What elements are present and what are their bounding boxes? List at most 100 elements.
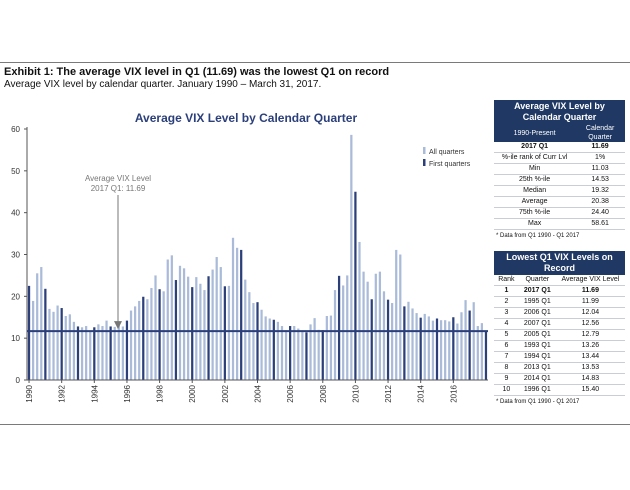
stats-row: %-ile rank of Curr Lvl 1% [494, 152, 625, 164]
x-tick-label: 2010 [351, 384, 360, 402]
rank-cell: 10 [494, 384, 519, 396]
first-quarter-bar [419, 317, 422, 380]
quarter-bar [231, 237, 235, 380]
quarter-header: Quarter [518, 275, 556, 286]
stats-row: Min 11.03 [494, 163, 625, 175]
first-quarter-bar [305, 332, 308, 380]
rank-cell: 1 [494, 285, 519, 297]
first-quarter-bar [207, 276, 210, 380]
quarter-cell: 1996 Q1 [518, 384, 556, 396]
quarter-bar [342, 285, 345, 380]
first-quarter-bar [191, 287, 194, 380]
stats-table-title: Average VIX Level by Calendar Quarter [494, 100, 625, 124]
x-tick-label: 2004 [254, 384, 263, 402]
rank-cell: 5 [494, 329, 519, 341]
first-quarter-bar [256, 302, 259, 380]
first-quarter-bar [142, 296, 145, 380]
stats-label: %-ile rank of Curr Lvl [494, 152, 576, 164]
quarter-bar [80, 327, 84, 380]
quarter-bar [138, 300, 141, 380]
quarter-bar [166, 259, 169, 380]
quarter-bar [284, 330, 288, 380]
quarter-bar [407, 301, 410, 380]
quarter-bar [444, 320, 447, 380]
quarter-bar [64, 316, 67, 380]
x-tick-label: 2016 [449, 384, 458, 402]
quarter-bar [56, 305, 59, 380]
quarter-bar [350, 134, 353, 380]
x-tick-label: 1994 [90, 384, 99, 402]
first-quarter-bar [174, 280, 178, 380]
quarter-bar [72, 321, 76, 380]
stats-value: 11.69 [575, 142, 625, 153]
y-tick-label: 0 [16, 376, 21, 385]
quarter-cell: 2005 Q1 [518, 329, 556, 341]
quarter-bar [415, 313, 418, 380]
quarter-bar [117, 325, 120, 380]
first-quarter-bar [354, 191, 357, 380]
first-quarter-bar [76, 326, 80, 380]
quarter-cell: 1995 Q1 [518, 296, 556, 308]
stats-row: 25th %-ile 14.53 [494, 174, 625, 186]
stats-label: Max [494, 218, 576, 230]
quarter-bar [146, 299, 149, 380]
lowest-row: 5 2005 Q1 12.79 [494, 329, 625, 341]
rank-cell: 6 [494, 340, 519, 352]
quarter-bar [325, 316, 328, 380]
quarter-bar [182, 268, 186, 380]
quarter-cell: 2007 Q1 [518, 318, 556, 330]
quarter-bar [215, 257, 218, 380]
quarter-bar [276, 321, 280, 380]
quarter-bar [195, 277, 198, 380]
legend-label-all: All quarters [429, 149, 465, 156]
first-quarter-bar [27, 285, 31, 381]
stats-label: Average [494, 196, 576, 208]
stats-col2-header: Calendar Quarter [575, 124, 625, 142]
quarter-bar [113, 326, 116, 380]
quarter-bar [203, 290, 206, 380]
quarter-bar [297, 328, 300, 380]
first-quarter-bar [403, 306, 406, 380]
stats-row: Max 58.61 [494, 218, 625, 230]
stats-label: 2017 Q1 [494, 142, 576, 153]
quarter-bar [427, 316, 430, 380]
first-quarter-bar [289, 326, 292, 380]
first-quarter-bar [240, 249, 243, 380]
x-tick-label: 1992 [58, 384, 67, 402]
exhibit-title: Exhibit 1: The average VIX level in Q1 (… [4, 66, 390, 78]
first-quarter-bar [272, 319, 275, 380]
quarter-bar [32, 300, 35, 380]
x-tick-label: 2000 [188, 384, 197, 402]
rank-cell: 2 [494, 296, 519, 308]
top-rule [0, 62, 630, 63]
quarter-bar [244, 279, 247, 380]
first-quarter-bar [484, 331, 488, 380]
quarter-bar [346, 275, 349, 380]
quarter-bar [382, 291, 386, 380]
level-cell: 12.79 [555, 329, 625, 341]
level-cell: 13.26 [555, 340, 625, 352]
quarter-bar [309, 324, 312, 380]
rank-cell: 4 [494, 318, 519, 330]
stats-label: Min [494, 163, 576, 175]
quarter-bar [358, 241, 361, 380]
quarter-bar [464, 300, 467, 380]
lowest-table-title: Lowest Q1 VIX Levels on Record [494, 251, 625, 275]
quarter-bar [68, 314, 71, 380]
quarter-bar [121, 326, 124, 380]
quarter-bar [36, 273, 39, 380]
y-tick-label: 50 [11, 167, 20, 176]
rank-header: Rank [494, 275, 519, 286]
quarter-bar [378, 271, 382, 380]
quarter-bar [391, 303, 394, 380]
quarter-bar [268, 318, 271, 380]
stats-label: 25th %-ile [494, 174, 576, 186]
lowest-row: 10 1996 Q1 15.40 [494, 384, 625, 396]
quarter-bar [170, 255, 173, 380]
quarter-bar [329, 315, 333, 380]
first-quarter-bar [223, 286, 226, 380]
quarter-bar [362, 271, 365, 380]
quarter-bar [293, 326, 296, 380]
quarter-bar [252, 303, 255, 380]
level-cell: 14.83 [555, 373, 625, 385]
